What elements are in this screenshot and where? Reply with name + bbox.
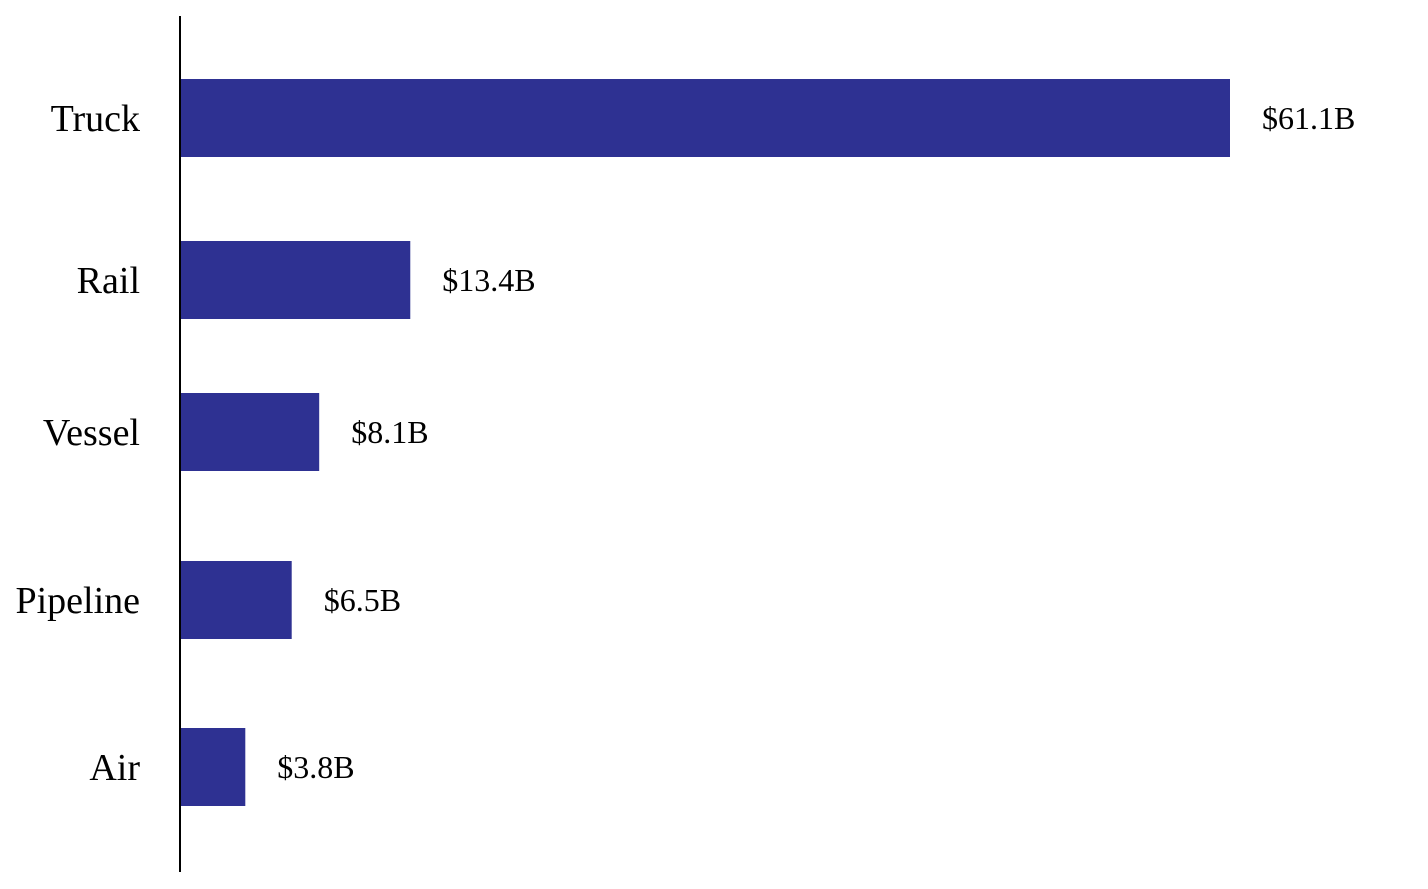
- category-label-air: Air: [89, 747, 140, 789]
- bars-group: [180, 79, 1230, 806]
- category-label-truck: Truck: [51, 98, 140, 140]
- value-labels-group: $61.1B $13.4B $8.1B $6.5B $3.8B: [277, 100, 1355, 785]
- bar-pipeline: [180, 561, 292, 639]
- category-label-pipeline: Pipeline: [15, 580, 140, 622]
- value-label-pipeline: $6.5B: [324, 582, 401, 618]
- category-labels-group: Truck Rail Vessel Pipeline Air: [15, 98, 140, 789]
- bar-truck: [180, 79, 1230, 157]
- bar-rail: [180, 241, 411, 319]
- value-label-vessel: $8.1B: [351, 414, 428, 450]
- bar-air: [180, 728, 246, 806]
- value-label-truck: $61.1B: [1262, 100, 1355, 136]
- bar-vessel: [180, 393, 320, 471]
- value-label-rail: $13.4B: [442, 262, 535, 298]
- value-label-air: $3.8B: [277, 749, 354, 785]
- category-label-vessel: Vessel: [43, 412, 140, 454]
- category-label-rail: Rail: [77, 260, 140, 302]
